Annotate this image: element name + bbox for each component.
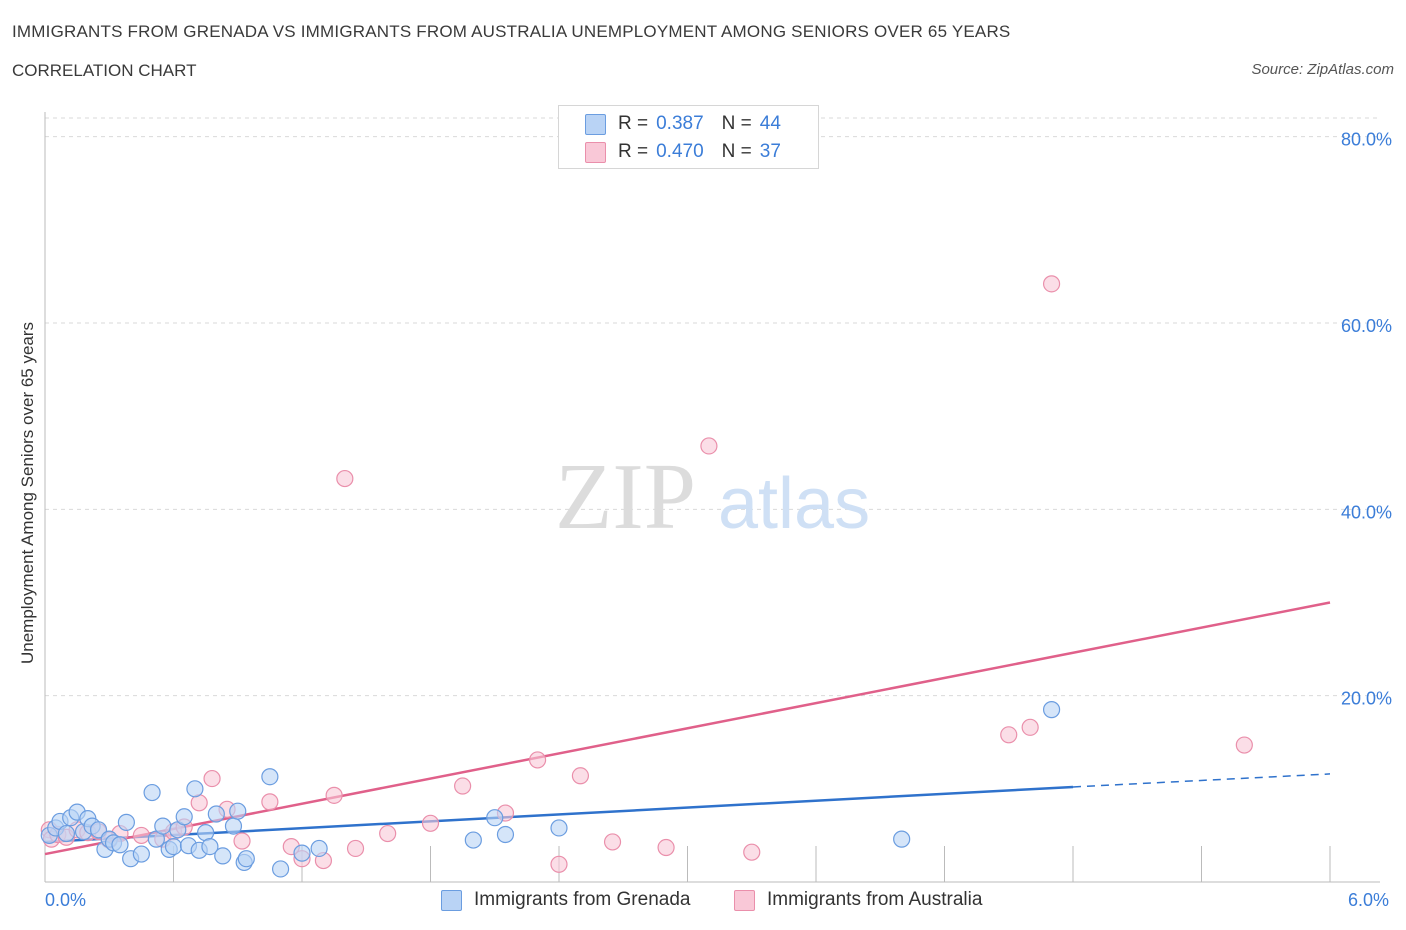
watermark: ZIP atlas [555, 445, 870, 549]
point-australia [1021, 718, 1039, 736]
point-australia [1235, 736, 1253, 754]
legend-n-value-grenada: 44 [759, 113, 781, 134]
point-grenada [486, 809, 504, 827]
point-australia [528, 751, 547, 769]
bottom-legend-grenada: Immigrants from Grenada [441, 889, 690, 911]
legend-swatch-australia [585, 141, 606, 163]
chart-title: IMMIGRANTS FROM GRENADA VS IMMIGRANTS FR… [12, 22, 1011, 41]
point-grenada [143, 783, 161, 802]
axes-layer [44, 112, 1380, 883]
point-australia [743, 843, 761, 861]
point-grenada [310, 839, 328, 858]
point-australia [454, 777, 472, 795]
point-australia [421, 814, 440, 832]
point-grenada [550, 819, 568, 837]
point-grenada [175, 808, 193, 826]
point-grenada [464, 831, 482, 849]
point-grenada [229, 802, 247, 820]
legend-n-value-australia: 37 [759, 141, 781, 162]
legend-r-label: R = [618, 113, 649, 134]
points-layer [40, 275, 1253, 878]
trend-line-grenada [44, 785, 1074, 844]
point-australia [657, 838, 675, 857]
y-tick-label: 20.0% [1341, 689, 1392, 709]
point-grenada [261, 768, 279, 786]
point-grenada [201, 837, 219, 856]
point-grenada [57, 824, 76, 843]
point-grenada [237, 850, 255, 868]
point-australia [325, 786, 343, 804]
legend-r-value-grenada: 0.387 [656, 113, 704, 134]
point-australia [346, 839, 365, 858]
correlation-legend: R = 0.387 N = 44 R = 0.470 N = 37 [558, 105, 819, 169]
bottom-legend-swatch-grenada [441, 889, 462, 911]
legend-r-value-australia: 0.470 [656, 141, 704, 162]
point-grenada [132, 845, 150, 863]
point-grenada [207, 805, 225, 823]
grid-layer [45, 117, 1380, 697]
bottom-legend-swatch-australia [734, 889, 755, 911]
bottom-legend-label-grenada: Immigrants from Grenada [474, 889, 691, 910]
legend-row-grenada: R = 0.387 N = 44 [585, 112, 781, 136]
x-tick-label-max: 6.0% [1348, 890, 1390, 910]
watermark-atlas: atlas [718, 464, 870, 544]
x-tick-label-min: 0.0% [45, 890, 87, 910]
point-australia [203, 769, 221, 788]
point-grenada [117, 813, 135, 831]
point-grenada [214, 847, 232, 865]
point-grenada [293, 844, 311, 862]
bottom-legend-label-australia: Immigrants from Australia [767, 889, 983, 910]
y-tick-label: 40.0% [1341, 502, 1392, 522]
point-australia [379, 824, 397, 843]
point-grenada [224, 817, 243, 835]
point-grenada [893, 830, 911, 848]
point-australia [1042, 275, 1061, 293]
point-australia [233, 832, 251, 850]
y-tick-label: 80.0% [1341, 130, 1392, 150]
trend-line-australia [44, 601, 1331, 856]
point-australia [571, 767, 590, 785]
source-label: Source: ZipAtlas.com [1251, 61, 1394, 78]
point-australia [603, 833, 622, 851]
point-australia [336, 469, 354, 488]
point-australia [1000, 726, 1018, 744]
point-grenada [154, 817, 172, 835]
watermark-zip: ZIP [555, 445, 696, 549]
y-tick-label: 60.0% [1341, 316, 1392, 336]
point-grenada [1042, 701, 1061, 719]
legend-r-label: R = [618, 141, 649, 162]
point-australia [261, 793, 279, 811]
legend-row-australia: R = 0.470 N = 37 [585, 140, 781, 164]
point-australia [550, 855, 568, 873]
legend-swatch-grenada [585, 113, 606, 135]
point-grenada [186, 780, 204, 798]
point-grenada [271, 860, 290, 878]
trend-layer [44, 601, 1331, 856]
point-grenada [111, 836, 129, 854]
chart-subtitle: CORRELATION CHART [12, 61, 197, 80]
legend-n-label: N = [721, 113, 752, 134]
bottom-legend-australia: Immigrants from Australia [734, 889, 982, 911]
point-grenada [164, 837, 183, 856]
point-australia [700, 437, 718, 455]
trend-line-grenada-extension [1072, 773, 1331, 788]
point-australia [132, 826, 150, 845]
y-tick-labels: 20.0% 40.0% 60.0% 80.0% [1341, 130, 1392, 709]
point-grenada [496, 825, 515, 844]
legend-n-label: N = [721, 141, 752, 162]
